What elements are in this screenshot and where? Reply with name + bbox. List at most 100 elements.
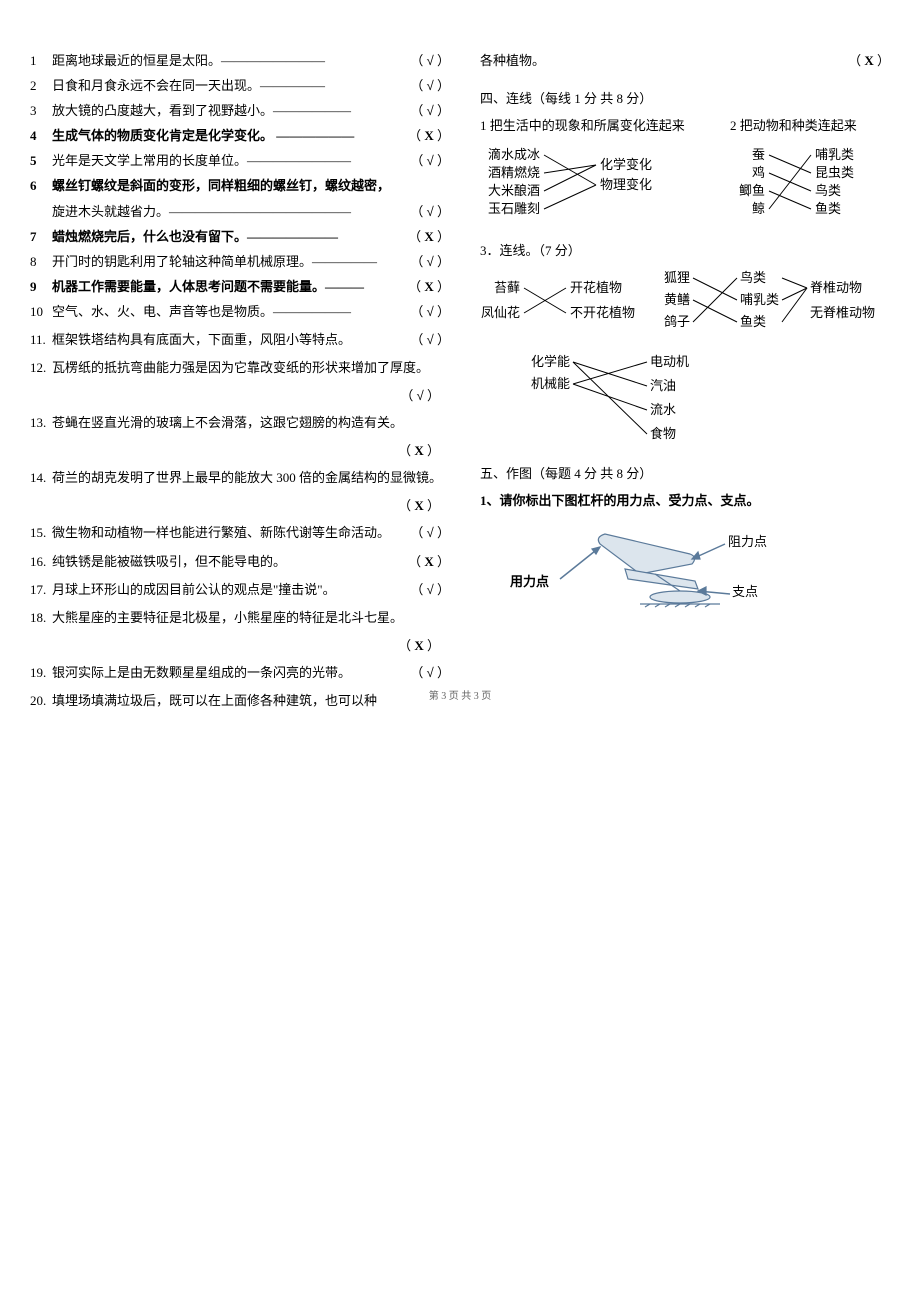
- match-line: [544, 155, 596, 185]
- tf-text: 距离地球最近的恒星是太阳。————————: [52, 50, 410, 72]
- match-left-item: 滴水成冰: [488, 147, 540, 162]
- tf-num: 17.: [30, 579, 52, 601]
- match-line: [782, 278, 807, 288]
- match-left-item: 狐狸: [664, 270, 690, 285]
- match-mid-item: 鱼类: [740, 314, 766, 329]
- force-label: 用力点: [510, 571, 549, 590]
- match2-diagram: 蚕鸡鲫鱼鲸哺乳类昆虫类鸟类鱼类: [730, 144, 890, 224]
- tf-num: 19.: [30, 662, 52, 684]
- tf-item: 7蜡烛燃烧完后，什么也没有留下。——————— （ X ）: [30, 226, 450, 248]
- tf-text: 光年是天文学上常用的长度单位。————————: [52, 150, 410, 172]
- tf-num: 7: [30, 226, 52, 248]
- match-mid-item: 鸟类: [740, 270, 766, 285]
- match-right-item: 食物: [650, 426, 676, 441]
- tf-text: 纯铁锈是能被磁铁吸引，但不能导电的。: [52, 551, 408, 573]
- match2-box: 蚕鸡鲫鱼鲸哺乳类昆虫类鸟类鱼类: [730, 144, 890, 228]
- tf-text: 银河实际上是由无数颗星星组成的一条闪亮的光带。: [52, 662, 410, 684]
- match4-diagram: 狐狸黄鳝鸽子鸟类哺乳类鱼类脊椎动物无脊椎动物: [660, 267, 890, 337]
- tf-text: 荷兰的胡克发明了世界上最早的能放大 300 倍的金属结构的显微镜。: [52, 467, 450, 489]
- match-mid-item: 哺乳类: [740, 292, 779, 307]
- tf-num: [30, 201, 52, 223]
- match-line: [693, 278, 737, 300]
- match-right-item: 昆虫类: [815, 165, 854, 180]
- match1-diagram: 滴水成冰酒精燃烧大米酿酒玉石雕刻化学变化物理变化: [480, 144, 700, 224]
- match-left-item: 苔藓: [494, 280, 520, 295]
- tf-num: 10: [30, 301, 52, 323]
- match-line: [573, 384, 647, 410]
- tf-item: 6螺丝钉螺纹是斜面的变形，同样粗细的螺丝钉，螺纹越密，: [30, 175, 450, 197]
- match-line: [544, 185, 596, 209]
- match-line: [769, 155, 811, 173]
- match-right-item: 脊椎动物: [810, 280, 862, 295]
- match-line: [782, 288, 807, 322]
- match-right-item: 无脊椎动物: [810, 305, 875, 320]
- tf-text: 空气、水、火、电、声音等也是物质。——————: [52, 301, 410, 323]
- tf-answer: （ √ ）: [410, 301, 450, 323]
- lever-diagram-box: 用力点 阻力点 支点: [480, 519, 890, 629]
- tf-item: 3放大镜的凸度越大，看到了视野越小。——————（ √ ）: [30, 100, 450, 122]
- tf-answer-row: （ √ ）: [30, 385, 450, 404]
- tf-num: 4: [30, 125, 52, 147]
- match1-box: 滴水成冰酒精燃烧大米酿酒玉石雕刻化学变化物理变化: [480, 144, 730, 228]
- section3-title: 3．连线。（7 分）: [480, 240, 890, 259]
- section4-sub1: 1 把生活中的现象和所属变化连起来: [480, 115, 730, 134]
- tf-text: 大熊星座的主要特征是北极星，小熊星座的特征是北斗七星。: [52, 607, 450, 629]
- tf-item: 15.微生物和动植物一样也能进行繁殖、新陈代谢等生命活动。（ √ ）: [30, 522, 450, 544]
- match-left-item: 黄鳝: [664, 292, 690, 307]
- tf-answer: （ √ ）: [410, 251, 450, 273]
- tf-num: 15.: [30, 522, 52, 544]
- tf-item: 17. 月球上环形山的成因目前公认的观点是"撞击说"。（ √ ）: [30, 579, 450, 601]
- tf-item: 旋进木头就越省力。——————————————（ √ ）: [30, 201, 450, 223]
- tf-item: 5光年是天文学上常用的长度单位。————————（ √ ）: [30, 150, 450, 172]
- tf-text: 生成气体的物质变化肯定是化学变化。 ——————: [52, 125, 408, 147]
- section4-title: 四、连线（每线 1 分 共 8 分）: [480, 88, 890, 107]
- tf-text: 微生物和动植物一样也能进行繁殖、新陈代谢等生命活动。: [52, 522, 410, 544]
- match-right-item: 鱼类: [815, 201, 841, 216]
- tf-num: 6: [30, 175, 52, 197]
- tf-num: 11.: [30, 329, 52, 351]
- match5-diagram: 化学能机械能电动机汽油流水食物: [520, 351, 740, 451]
- match-left-item: 鲸: [752, 201, 765, 216]
- load-label: 阻力点: [728, 531, 767, 550]
- tf-item: 12. 瓦楞纸的抵抗弯曲能力强是因为它靠改变纸的形状来增加了厚度。: [30, 357, 450, 379]
- tf-item: 16. 纯铁锈是能被磁铁吸引，但不能导电的。（ X ）: [30, 551, 450, 573]
- tf-answer-row: （ X ）: [30, 635, 450, 654]
- tf-item: 9 机器工作需要能量，人体思考问题不需要能量。——— （ X ）: [30, 276, 450, 298]
- tf-answer: （ √ ）: [410, 50, 450, 72]
- section5-sub1: 1、请你标出下图杠杆的用力点、受力点、支点。: [480, 490, 890, 509]
- tf-num: 3: [30, 100, 52, 122]
- tf-item: 11.框架铁塔结构具有底面大，下面重，风阻小等特点。（ √ ）: [30, 329, 450, 351]
- right-continuation: 各种植物。 （ X ）: [480, 50, 890, 72]
- tf-num: 16.: [30, 551, 52, 573]
- tf-answer: （ √ ）: [410, 662, 450, 684]
- tf-answer: （ X ）: [408, 276, 450, 298]
- tf-num: 1: [30, 50, 52, 72]
- match-left-item: 凤仙花: [481, 305, 520, 320]
- match-right-item: 流水: [650, 402, 676, 417]
- plant-ans: （ X ）: [848, 50, 890, 72]
- tf-answer-row: （ X ）: [30, 495, 450, 514]
- section5-title: 五、作图（每题 4 分 共 8 分）: [480, 463, 890, 482]
- tf-answer: （ √ ）: [410, 150, 450, 172]
- fulcrum-label: 支点: [732, 581, 758, 600]
- tf-answer: （ √ ）: [410, 522, 450, 544]
- tf-text: 开门时的钥匙利用了轮轴这种简单机械原理。—————: [52, 251, 410, 273]
- tf-num: 12.: [30, 357, 52, 379]
- tf-text: 瓦楞纸的抵抗弯曲能力强是因为它靠改变纸的形状来增加了厚度。: [52, 357, 450, 379]
- match-right-item: 开花植物: [570, 280, 622, 295]
- tf-text: 日食和月食永远不会在同一天出现。—————: [52, 75, 410, 97]
- tf-item: 18. 大熊星座的主要特征是北极星，小熊星座的特征是北斗七星。: [30, 607, 450, 629]
- match-right-item: 物理变化: [600, 177, 652, 192]
- tf-num: 13.: [30, 412, 52, 434]
- match-right-item: 汽油: [650, 378, 676, 393]
- right-column: 各种植物。 （ X ） 四、连线（每线 1 分 共 8 分） 1 把生活中的现象…: [470, 50, 890, 718]
- tf-num: 14.: [30, 467, 52, 489]
- tf-text: 月球上环形山的成因目前公认的观点是"撞击说"。: [52, 579, 410, 601]
- page-footer: 第 3 页 共 3 页: [0, 687, 920, 702]
- match-left-item: 大米酿酒: [488, 183, 540, 198]
- match3-box: 苔藓凤仙花开花植物不开花植物: [480, 267, 660, 341]
- tf-text: 框架铁塔结构具有底面大，下面重，风阻小等特点。: [52, 329, 410, 351]
- match-line: [693, 278, 737, 322]
- match-line: [693, 300, 737, 322]
- match-line: [782, 288, 807, 300]
